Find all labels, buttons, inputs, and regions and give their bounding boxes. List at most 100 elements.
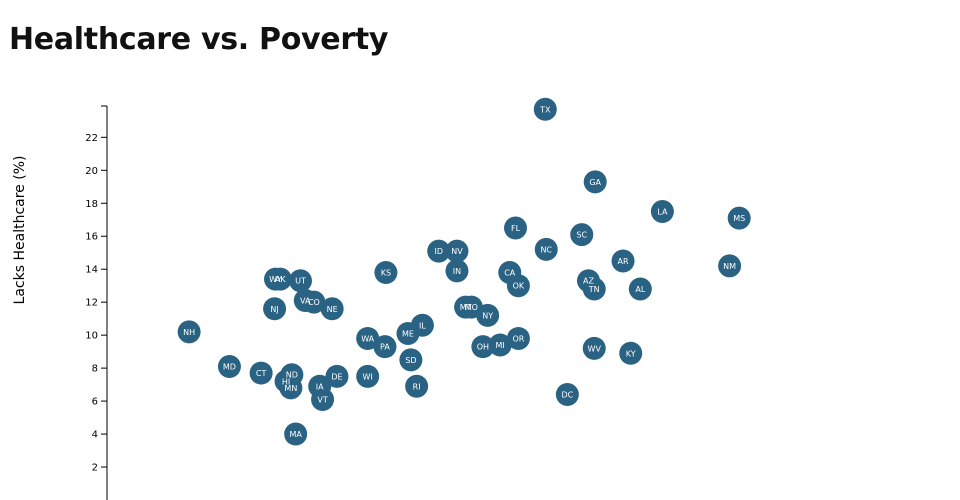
state-label-ky: KY bbox=[626, 349, 636, 358]
y-tick-label: 18 bbox=[85, 199, 98, 210]
state-label-id: ID bbox=[434, 247, 443, 256]
state-label-az: AZ bbox=[583, 277, 594, 286]
state-marker-ct[interactable] bbox=[249, 361, 273, 385]
state-label-ks: KS bbox=[381, 269, 391, 278]
state-label-nj: NJ bbox=[270, 305, 278, 314]
y-tick-label: 20 bbox=[85, 166, 98, 177]
state-label-tx: TX bbox=[539, 105, 551, 114]
y-tick-label: 4 bbox=[92, 430, 98, 441]
state-label-md: MD bbox=[223, 362, 236, 371]
state-marker-in[interactable] bbox=[445, 259, 469, 283]
state-label-la: LA bbox=[657, 208, 668, 217]
state-marker-id[interactable] bbox=[427, 239, 451, 263]
state-label-ct: CT bbox=[256, 369, 267, 378]
state-marker-ok[interactable] bbox=[506, 274, 530, 298]
state-label-al: AL bbox=[635, 285, 645, 294]
state-label-ny: NY bbox=[482, 311, 493, 320]
state-label-in: IN bbox=[453, 267, 461, 276]
state-marker-ut[interactable] bbox=[288, 269, 312, 293]
state-marker-wv[interactable] bbox=[582, 336, 606, 360]
state-label-sd: SD bbox=[405, 356, 416, 365]
state-label-ca: CA bbox=[504, 269, 516, 278]
state-marker-fl[interactable] bbox=[504, 216, 528, 240]
state-marker-nv[interactable] bbox=[445, 239, 469, 263]
state-label-ar: AR bbox=[618, 257, 629, 266]
state-marker-or[interactable] bbox=[506, 326, 530, 350]
state-marker-wa[interactable] bbox=[356, 326, 380, 350]
state-label-wv: WV bbox=[588, 344, 602, 353]
state-marker-de[interactable] bbox=[325, 364, 349, 388]
state-marker-ky[interactable] bbox=[619, 341, 643, 365]
state-marker-ma[interactable] bbox=[284, 422, 308, 446]
state-label-mi: MI bbox=[496, 341, 505, 350]
state-label-ak: AK bbox=[275, 275, 286, 284]
y-tick-label: 14 bbox=[85, 265, 98, 276]
state-label-nm: NM bbox=[723, 262, 736, 271]
state-marker-ak[interactable] bbox=[268, 267, 292, 291]
state-label-ma: MA bbox=[289, 430, 302, 439]
state-marker-ar[interactable] bbox=[611, 249, 635, 273]
y-axis-ticks: 2 4 6 8 10 12 14 16 18 20 22 bbox=[85, 105, 107, 474]
state-marker-nc[interactable] bbox=[534, 237, 558, 261]
state-marker-mn[interactable] bbox=[279, 376, 303, 400]
state-label-nv: NV bbox=[451, 247, 463, 256]
state-label-sc: SC bbox=[576, 231, 587, 240]
state-label-wa: WA bbox=[361, 334, 374, 343]
y-axis-title: Lacks Healthcare (%) bbox=[12, 156, 28, 305]
state-label-me: ME bbox=[402, 329, 414, 338]
state-label-fl: FL bbox=[511, 224, 521, 233]
state-marker-nj[interactable] bbox=[263, 297, 287, 321]
state-label-tn: TN bbox=[588, 285, 600, 294]
state-label-ne: NE bbox=[327, 305, 338, 314]
y-tick-label: 16 bbox=[85, 232, 98, 243]
state-marker-ga[interactable] bbox=[583, 170, 607, 194]
state-marker-nh[interactable] bbox=[177, 320, 201, 344]
y-tick-label: 12 bbox=[85, 298, 98, 309]
state-label-de: DE bbox=[331, 372, 342, 381]
state-marker-pa[interactable] bbox=[373, 335, 397, 359]
state-marker-al[interactable] bbox=[628, 277, 652, 301]
state-label-mn: MN bbox=[284, 384, 297, 393]
state-marker-dc[interactable] bbox=[555, 382, 579, 406]
state-label-pa: PA bbox=[380, 343, 390, 352]
y-tick-label: 22 bbox=[85, 133, 98, 144]
y-tick-label: 2 bbox=[92, 463, 98, 474]
state-label-ri: RI bbox=[413, 382, 421, 391]
state-marker-ne[interactable] bbox=[320, 297, 344, 321]
y-tick-label: 10 bbox=[85, 331, 98, 342]
state-marker-oh[interactable] bbox=[471, 335, 495, 359]
state-label-ga: GA bbox=[589, 178, 601, 187]
state-marker-wi[interactable] bbox=[356, 364, 380, 388]
state-marker-sd[interactable] bbox=[399, 348, 423, 372]
state-marker-ri[interactable] bbox=[405, 374, 429, 398]
state-marker-ny[interactable] bbox=[476, 303, 500, 327]
state-marker-tn[interactable] bbox=[582, 277, 606, 301]
state-marker-tx[interactable] bbox=[533, 97, 557, 121]
state-label-wi: WI bbox=[363, 372, 373, 381]
state-label-va: VA bbox=[300, 297, 311, 306]
state-marker-sc[interactable] bbox=[570, 223, 594, 247]
state-label-wy: WY bbox=[269, 275, 282, 284]
y-tick-label: 8 bbox=[92, 364, 98, 375]
state-label-dc: DC bbox=[561, 390, 573, 399]
state-label-nh: NH bbox=[183, 328, 195, 337]
state-marker-vt[interactable] bbox=[311, 387, 335, 411]
state-marker-mi[interactable] bbox=[488, 333, 512, 357]
state-marker-ms[interactable] bbox=[727, 206, 751, 230]
y-tick-label: 6 bbox=[92, 397, 98, 408]
state-marker-co[interactable] bbox=[302, 290, 326, 314]
state-marker-la[interactable] bbox=[650, 200, 674, 224]
state-label-or: OR bbox=[512, 334, 524, 343]
state-label-oh: OH bbox=[477, 343, 489, 352]
state-label-mt: MT bbox=[460, 303, 472, 312]
state-label-nc: NC bbox=[540, 245, 552, 254]
state-marker-ks[interactable] bbox=[374, 261, 398, 285]
state-label-ok: OK bbox=[513, 282, 525, 291]
page-title: Healthcare vs. Poverty bbox=[9, 22, 389, 57]
state-marker-md[interactable] bbox=[217, 354, 241, 378]
state-label-il: IL bbox=[419, 321, 426, 330]
state-label-ut: UT bbox=[295, 277, 306, 286]
state-marker-me[interactable] bbox=[396, 321, 420, 345]
state-marker-nm[interactable] bbox=[718, 254, 742, 278]
